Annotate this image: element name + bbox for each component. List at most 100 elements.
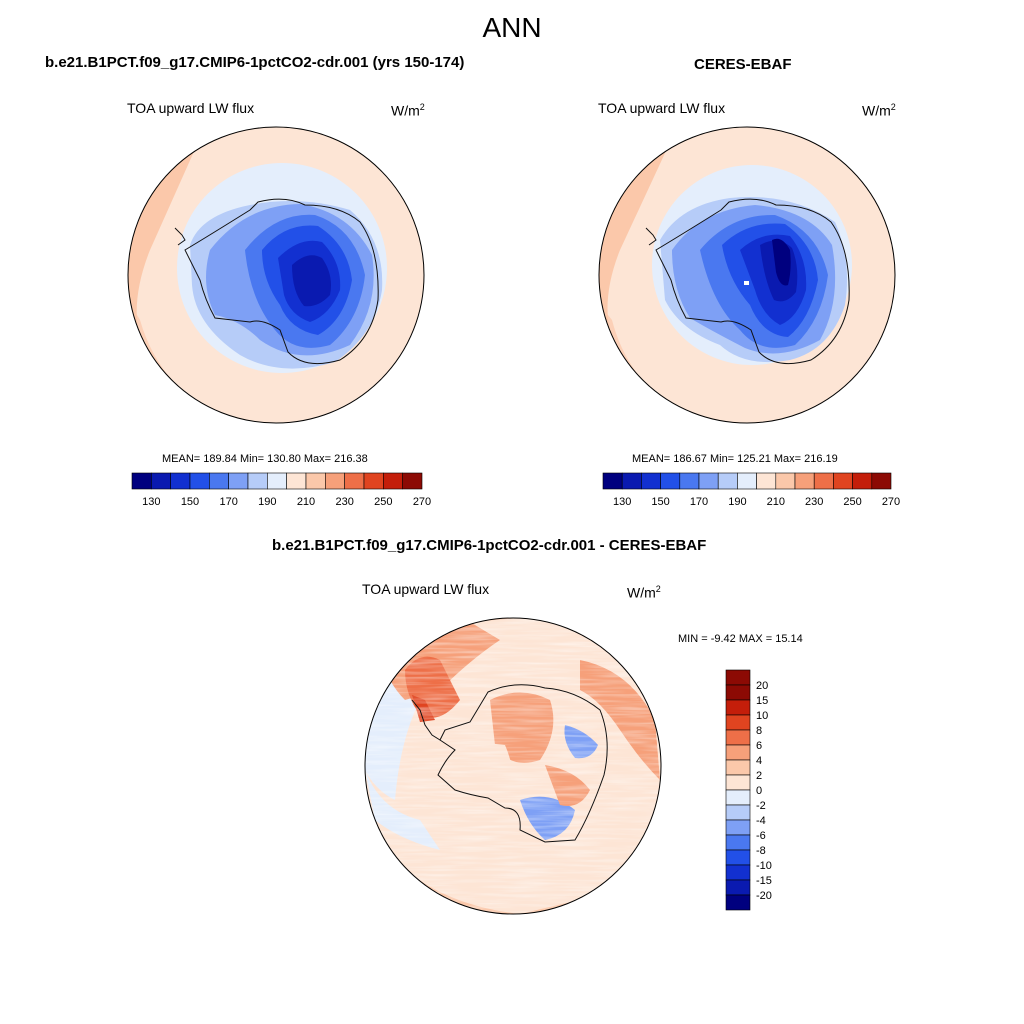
- panel1-title: b.e21.B1PCT.f09_g17.CMIP6-1pctCO2-cdr.00…: [45, 54, 465, 71]
- panel1-colorbar-swatch: [151, 472, 171, 490]
- panel1-map: [128, 127, 424, 423]
- panel1-colorbar-tick-label: 250: [374, 496, 392, 508]
- panel1-colorbar-swatch: [344, 472, 365, 490]
- panel3-colorbar-tick-label: 0: [756, 785, 762, 797]
- panel3-units: W/m2: [627, 584, 661, 601]
- panel1-colorbar-swatch: [363, 472, 384, 490]
- panel3-colorbar-tick-label: -20: [756, 890, 772, 902]
- panel3-map: [365, 618, 661, 914]
- panel2-colorbar-swatch: [756, 472, 777, 490]
- panel3-colorbar-tick-label: -10: [756, 860, 772, 872]
- panel1-colorbar-swatch: [170, 472, 191, 490]
- panel1-colorbar-tick-label: 150: [181, 496, 199, 508]
- panel3-title: b.e21.B1PCT.f09_g17.CMIP6-1pctCO2-cdr.00…: [272, 537, 707, 554]
- panel3-colorbar-swatch: [725, 849, 751, 866]
- panel3-colorbar-tick-label: -2: [756, 800, 766, 812]
- panel1-colorbar-tick-label: 130: [142, 496, 160, 508]
- panel3-colorbar-swatch: [725, 744, 751, 761]
- panel3-colorbar-tick-label: 2: [756, 770, 762, 782]
- panel2-colorbar: 130 150 170 190 210 230 250 270: [602, 472, 900, 508]
- panel2-colorbar-tick-label: 250: [843, 496, 861, 508]
- panel3-colorbar-swatch: [725, 804, 751, 821]
- panel2-colorbar-tick-label: 190: [728, 496, 746, 508]
- panel1-colorbar-swatch: [402, 472, 423, 490]
- panel1-colorbar-tick-label: 210: [297, 496, 315, 508]
- panel3-colorbar-swatch: [725, 894, 751, 911]
- panel3-stats: MIN = -9.42 MAX = 15.14: [678, 633, 803, 645]
- panel2-colorbar-tick-label: 230: [805, 496, 823, 508]
- panel2-colorbar-swatch: [679, 472, 700, 490]
- panel2-stats: MEAN= 186.67 Min= 125.21 Max= 216.19: [632, 453, 838, 465]
- panel1-colorbar-swatch: [383, 472, 403, 490]
- panel1-colorbar-swatch: [228, 472, 249, 490]
- panel3-colorbar-tick-label: -15: [756, 875, 772, 887]
- panel3-variable: TOA upward LW flux: [362, 581, 490, 597]
- panel2-colorbar-swatch: [794, 472, 815, 490]
- panel3-colorbar-swatch: [725, 789, 751, 806]
- panel1-colorbar-swatch: [267, 472, 287, 490]
- panel2-colorbar-swatch: [871, 472, 892, 490]
- panel3-colorbar-swatch: [725, 774, 751, 791]
- panel1-colorbar-swatch: [131, 472, 152, 490]
- panel3-colorbar-tick-label: 15: [756, 695, 768, 707]
- panel3-colorbar-tick-label: 8: [756, 725, 762, 737]
- panel1-colorbar-swatch: [325, 472, 345, 490]
- panel3-colorbar-swatch: [725, 759, 751, 776]
- panel3-colorbar-swatch: [725, 714, 751, 731]
- panel2-boundary: [598, 126, 896, 424]
- panel2-colorbar-swatch: [833, 472, 853, 490]
- panel1-colorbar-tick-label: 170: [219, 496, 237, 508]
- panel1-colorbar-swatch: [247, 472, 268, 490]
- panel3-colorbar-swatch: [725, 864, 751, 881]
- panel2-colorbar-tick-label: 210: [767, 496, 785, 508]
- panel2-colorbar-swatch: [813, 472, 834, 490]
- panel1-boundary: [127, 126, 425, 424]
- panel3-boundary: [364, 617, 662, 915]
- panel3-colorbar-tick-label: -8: [756, 845, 766, 857]
- panel3-colorbar-swatch: [725, 834, 751, 851]
- panel1-colorbar: 130 150 170 190 210 230 250 270: [131, 472, 431, 508]
- panel2-colorbar-swatch: [775, 472, 796, 490]
- panel3-colorbar-tick-label: 6: [756, 740, 762, 752]
- panel2-colorbar-tick-label: 130: [613, 496, 631, 508]
- panel2-colorbar-swatch: [660, 472, 681, 490]
- panel3-colorbar-tick-label: -6: [756, 830, 766, 842]
- panel3-colorbar-swatch: [725, 699, 751, 716]
- panel3-colorbar-tick-label: 4: [756, 755, 762, 767]
- panel2-units: W/m2: [862, 102, 896, 119]
- panel3-colorbar-swatch: [725, 669, 751, 686]
- figure-suptitle: ANN: [482, 12, 542, 43]
- panel2-colorbar-swatch: [717, 472, 738, 490]
- panel2-colorbar-tick-label: 170: [690, 496, 708, 508]
- panel2-variable: TOA upward LW flux: [598, 100, 726, 116]
- panel2-colorbar-swatch: [852, 472, 873, 490]
- panel1-colorbar-swatch: [305, 472, 326, 490]
- panel2-colorbar-tick-label: 150: [651, 496, 669, 508]
- panel3-colorbar-swatch: [725, 684, 751, 701]
- panel2-colorbar-swatch: [698, 472, 719, 490]
- panel1-units: W/m2: [391, 102, 425, 119]
- panel3-colorbar-swatch: [725, 819, 751, 836]
- panel3-colorbar-tick-label: -4: [756, 815, 766, 827]
- panel1-colorbar-tick-label: 190: [258, 496, 276, 508]
- panel1-colorbar-swatch: [189, 472, 210, 490]
- panel1-colorbar-tick-label: 270: [413, 496, 431, 508]
- panel2-title: CERES-EBAF: [694, 56, 792, 73]
- panel2-colorbar-swatch: [641, 472, 661, 490]
- panel2-map: [599, 127, 895, 423]
- panel3-colorbar-swatch: [725, 729, 751, 746]
- panel2-colorbar-swatch: [602, 472, 623, 490]
- panel1-variable: TOA upward LW flux: [127, 100, 255, 116]
- panel1-stats: MEAN= 189.84 Min= 130.80 Max= 216.38: [162, 453, 368, 465]
- panel1-colorbar-swatch: [209, 472, 229, 490]
- panel1-colorbar-tick-label: 230: [335, 496, 353, 508]
- panel2-colorbar-tick-label: 270: [882, 496, 900, 508]
- panel1-colorbar-swatch: [286, 472, 307, 490]
- panel2-colorbar-swatch: [621, 472, 642, 490]
- panel3-colorbar-swatch: [725, 879, 751, 896]
- panel2-colorbar-swatch: [737, 472, 757, 490]
- panel3-colorbar-tick-label: 20: [756, 680, 768, 692]
- panel3-colorbar-tick-label: 10: [756, 710, 768, 722]
